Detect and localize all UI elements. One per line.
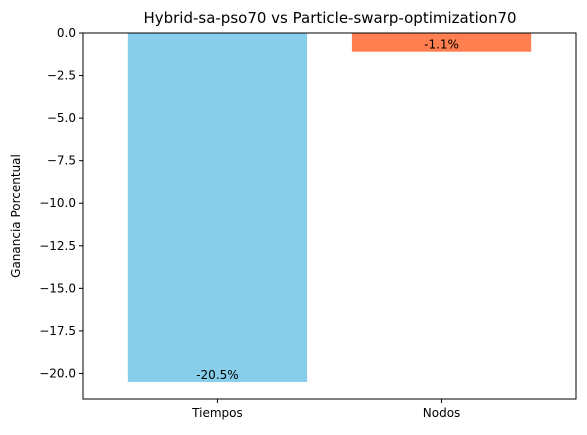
x-axis: Tiempos Nodos bbox=[191, 399, 460, 420]
y-tick-label: −15.0 bbox=[39, 281, 76, 295]
y-axis-label: Ganancia Porcentual bbox=[9, 154, 23, 278]
y-tick-label: −7.5 bbox=[47, 154, 76, 168]
x-tick-label: Tiempos bbox=[191, 406, 243, 420]
y-tick-label: −12.5 bbox=[39, 239, 76, 253]
bar-labels-group: -20.5% -1.1% bbox=[196, 38, 459, 382]
bar-nodos bbox=[351, 33, 532, 52]
y-tick-label: 0.0 bbox=[57, 26, 76, 40]
y-axis: 0.0 −2.5 −5.0 −7.5 −10.0 −12.5 −15.0 −17.5 −20.0 bbox=[39, 26, 83, 380]
y-tick-label: −5.0 bbox=[47, 111, 76, 125]
y-tick-label: −10.0 bbox=[39, 196, 76, 210]
x-tick-label: Nodos bbox=[423, 406, 461, 420]
bar-value-label: -20.5% bbox=[196, 368, 238, 382]
bars-group bbox=[127, 33, 532, 382]
plot-frame bbox=[82, 32, 577, 400]
chart-title: Hybrid-sa-pso70 vs Particle-swarp-optimi… bbox=[143, 9, 516, 27]
bar-tiempos bbox=[127, 33, 308, 382]
bar-value-label: -1.1% bbox=[424, 38, 459, 52]
y-tick-label: −17.5 bbox=[39, 324, 76, 338]
y-tick-label: −20.0 bbox=[39, 366, 76, 380]
y-tick-label: −2.5 bbox=[47, 69, 76, 83]
